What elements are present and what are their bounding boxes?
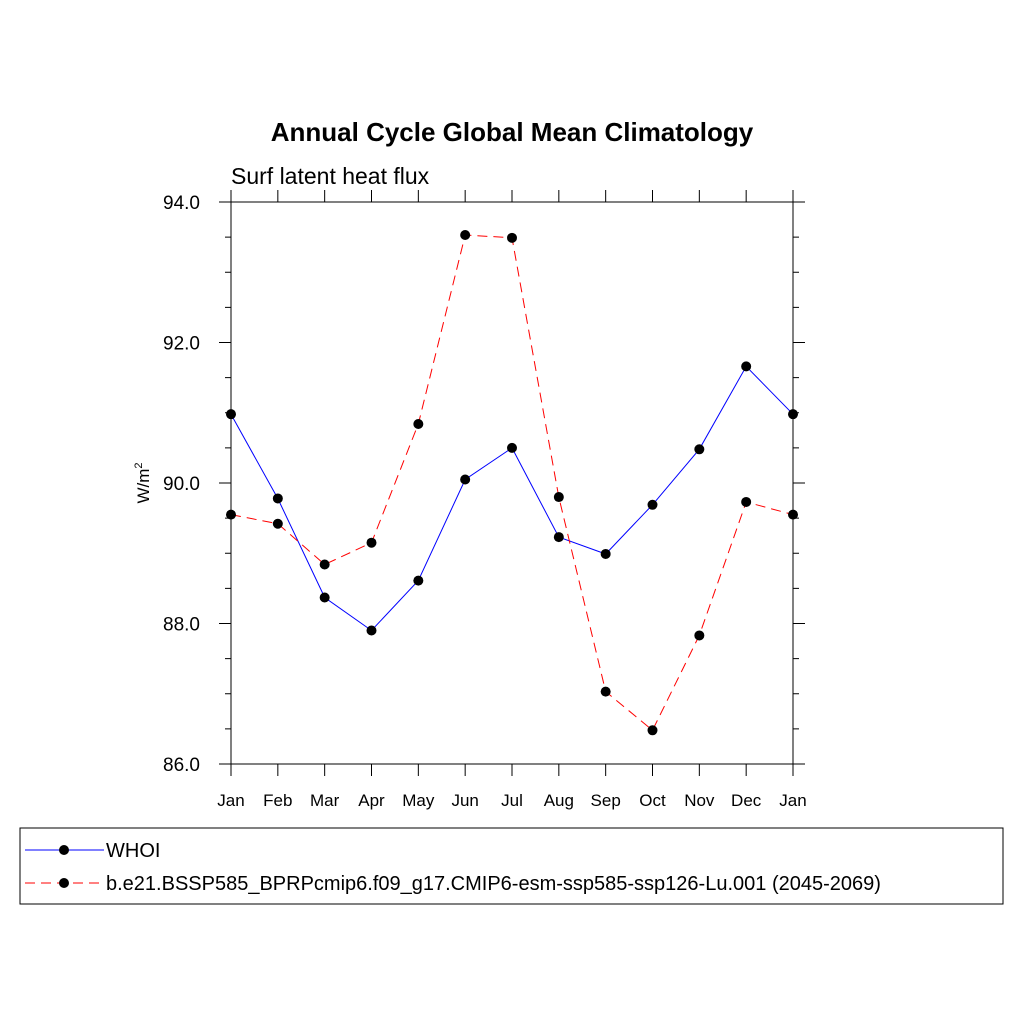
x-tick-label: Nov bbox=[684, 791, 715, 810]
x-tick-label: Sep bbox=[591, 791, 621, 810]
series-group bbox=[226, 230, 798, 736]
series-line-2 bbox=[230, 234, 794, 732]
plot-frame bbox=[230, 201, 794, 765]
x-tick-label: Mar bbox=[310, 791, 340, 810]
series-1-point bbox=[413, 575, 424, 586]
y-tick-label: 92.0 bbox=[163, 334, 200, 355]
x-tick-label: Feb bbox=[263, 791, 292, 810]
x-tick-label: Apr bbox=[358, 791, 385, 810]
series-2-point bbox=[600, 686, 611, 697]
x-tick-label: Jul bbox=[501, 791, 523, 810]
series-1-point bbox=[647, 499, 658, 510]
legend-marker-1 bbox=[59, 845, 69, 855]
series-1-point bbox=[366, 625, 377, 636]
series-2-point bbox=[319, 559, 330, 570]
x-tick-label: Jan bbox=[217, 791, 244, 810]
y-tick-label: 90.0 bbox=[163, 474, 200, 495]
x-tick-label: Dec bbox=[731, 791, 762, 810]
series-line-1 bbox=[230, 365, 794, 632]
series-1-point bbox=[226, 409, 236, 420]
series-1-point bbox=[507, 442, 517, 453]
series-1-point bbox=[460, 474, 471, 485]
legend-label-2: b.e21.BSSP585_BPRPcmip6.f09_g17.CMIP6-es… bbox=[106, 873, 881, 895]
series-2-point bbox=[413, 418, 424, 429]
series-2-point bbox=[694, 630, 705, 641]
series-1-point bbox=[741, 361, 752, 372]
series-2-point bbox=[788, 509, 798, 520]
x-tick-label: May bbox=[402, 791, 435, 810]
series-2-point bbox=[507, 232, 517, 243]
series-1-point bbox=[553, 532, 564, 543]
axes-group: 86.0 88.0 90.0 92.0 94.0 Jan Feb Mar Apr May Jun Ju… bbox=[163, 190, 807, 810]
y-tick-label: 86.0 bbox=[163, 755, 200, 776]
x-tick-label: Aug bbox=[544, 791, 574, 810]
series-2-point bbox=[366, 537, 377, 548]
chart-subtitle: Surf latent heat flux bbox=[231, 163, 430, 189]
series-2-point bbox=[741, 496, 752, 507]
y-axis-label-superscript: 2 bbox=[133, 462, 145, 468]
series-2-point bbox=[226, 509, 236, 520]
legend: WHOI b.e21.BSSP585_BPRPcmip6.f09_g17.CMIP… bbox=[25, 840, 881, 895]
series-2-point bbox=[460, 230, 471, 241]
y-tick-label: 94.0 bbox=[163, 193, 200, 214]
chart-title: Annual Cycle Global Mean Climatology bbox=[271, 117, 754, 147]
series-1-point bbox=[600, 548, 611, 559]
legend-marker-2 bbox=[59, 878, 69, 888]
series-1-point bbox=[694, 444, 705, 455]
x-tick-label: Jan bbox=[779, 791, 806, 810]
y-tick-label: 88.0 bbox=[163, 615, 200, 636]
series-1-point bbox=[272, 493, 283, 504]
x-tick-label: Oct bbox=[639, 791, 666, 810]
series-1-point bbox=[319, 592, 330, 603]
y-axis-label: W/m2 bbox=[133, 462, 153, 503]
x-tick-label: Jun bbox=[451, 791, 478, 810]
series-1-point bbox=[788, 409, 798, 420]
legend-label-1: WHOI bbox=[106, 840, 160, 862]
legend-box bbox=[19, 827, 1004, 905]
series-2-point bbox=[272, 518, 283, 529]
y-axis-label-text: W/m bbox=[134, 469, 153, 504]
series-2-point bbox=[647, 725, 658, 736]
series-2-point bbox=[553, 492, 564, 503]
